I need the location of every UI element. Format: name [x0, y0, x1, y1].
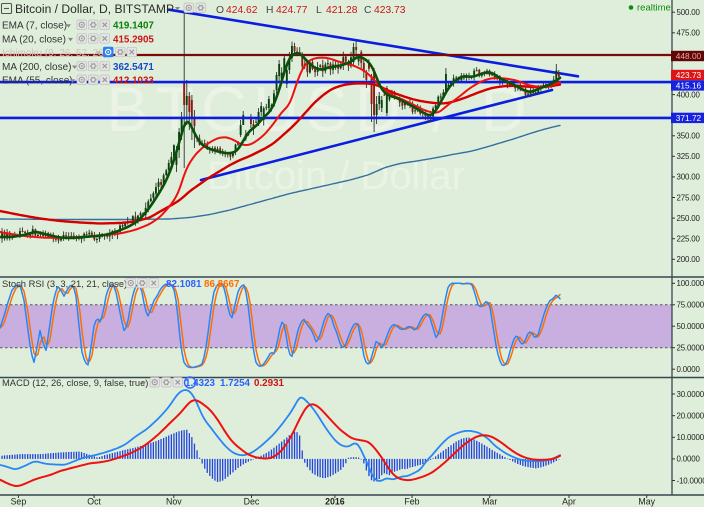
svg-text:275.00: 275.00: [677, 193, 701, 202]
svg-text:2016: 2016: [325, 497, 345, 507]
svg-text:10.0000: 10.0000: [677, 433, 704, 442]
svg-text:EMA (7, close): EMA (7, close): [2, 21, 67, 32]
svg-text:Stoch RSI (3, 3, 21, 21, close: Stoch RSI (3, 3, 21, 21, close): [2, 278, 127, 289]
svg-text:423.73: 423.73: [374, 5, 406, 16]
svg-text:100.000: 100.000: [677, 279, 704, 288]
svg-text:200.00: 200.00: [677, 255, 701, 264]
svg-text:424.62: 424.62: [226, 5, 258, 16]
svg-text:400.00: 400.00: [677, 90, 701, 99]
svg-text:BTCUSD / D: BTCUSD / D: [106, 75, 533, 145]
svg-text:Oct: Oct: [87, 497, 101, 507]
svg-text:20.0000: 20.0000: [677, 412, 704, 421]
svg-text:Ichimoku (9, 26, 52, 26): Ichimoku (9, 26, 52, 26): [2, 48, 107, 59]
svg-text:0.0000: 0.0000: [677, 365, 701, 374]
svg-text:25.0000: 25.0000: [677, 344, 704, 353]
svg-text:500.00: 500.00: [677, 8, 701, 17]
svg-text:Feb: Feb: [404, 497, 419, 507]
svg-text:1.4323: 1.4323: [185, 378, 216, 389]
svg-text:MA (20, close): MA (20, close): [2, 34, 66, 45]
svg-text:82.1081: 82.1081: [166, 279, 202, 290]
svg-text:Bitcoin / Dollar, D, BITSTAMP: Bitcoin / Dollar, D, BITSTAMP: [15, 2, 174, 16]
svg-text:realtime: realtime: [637, 3, 671, 14]
svg-text:H: H: [266, 5, 273, 16]
svg-text:Mar: Mar: [482, 497, 497, 507]
svg-text:MACD (12, 26, close, 9, false,: MACD (12, 26, close, 9, false, true): [2, 377, 148, 388]
svg-text:Sep: Sep: [11, 497, 27, 507]
svg-text:L: L: [316, 5, 322, 16]
svg-text:Apr: Apr: [562, 497, 576, 507]
svg-text:250.00: 250.00: [677, 214, 701, 223]
svg-text:30.0000: 30.0000: [677, 390, 704, 399]
svg-text:415.2905: 415.2905: [113, 34, 154, 45]
svg-text:371.72: 371.72: [676, 113, 702, 123]
svg-text:225.00: 225.00: [677, 235, 701, 244]
svg-text:475.00: 475.00: [677, 29, 701, 38]
svg-text:Nov: Nov: [166, 497, 182, 507]
svg-text:423.73: 423.73: [676, 70, 702, 80]
svg-text:415.16: 415.16: [676, 80, 702, 90]
svg-text:325.00: 325.00: [677, 152, 701, 161]
svg-text:1.7254: 1.7254: [220, 378, 251, 389]
svg-text:86.8667: 86.8667: [204, 279, 240, 290]
svg-text:MA (200, close): MA (200, close): [2, 62, 71, 73]
svg-text:421.28: 421.28: [326, 5, 358, 16]
svg-text:May: May: [638, 497, 655, 507]
svg-text:-10.0000: -10.0000: [677, 476, 704, 485]
svg-text:O: O: [216, 5, 224, 16]
svg-text:448.00: 448.00: [676, 51, 702, 61]
svg-text:EMA (55, close): EMA (55, close): [2, 76, 73, 87]
svg-text:C: C: [364, 5, 372, 16]
svg-text:0.0000: 0.0000: [677, 455, 701, 464]
svg-text:419.1407: 419.1407: [113, 21, 154, 32]
svg-text:424.77: 424.77: [276, 5, 308, 16]
svg-text:0.2931: 0.2931: [254, 378, 285, 389]
svg-text:412.1033: 412.1033: [113, 76, 154, 87]
svg-text:Bitcoin / Dollar: Bitcoin / Dollar: [207, 154, 465, 198]
svg-text:75.0000: 75.0000: [677, 301, 704, 310]
svg-text:350.00: 350.00: [677, 132, 701, 141]
svg-text:300.00: 300.00: [677, 173, 701, 182]
svg-text:362.5471: 362.5471: [113, 62, 154, 73]
svg-text:Dec: Dec: [244, 497, 260, 507]
svg-text:50.0000: 50.0000: [677, 322, 704, 331]
